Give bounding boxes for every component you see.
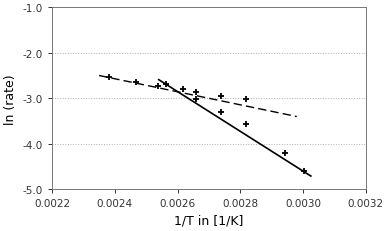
Y-axis label: ln (rate): ln (rate) (4, 74, 17, 124)
X-axis label: 1/T in [1/K]: 1/T in [1/K] (174, 214, 244, 227)
